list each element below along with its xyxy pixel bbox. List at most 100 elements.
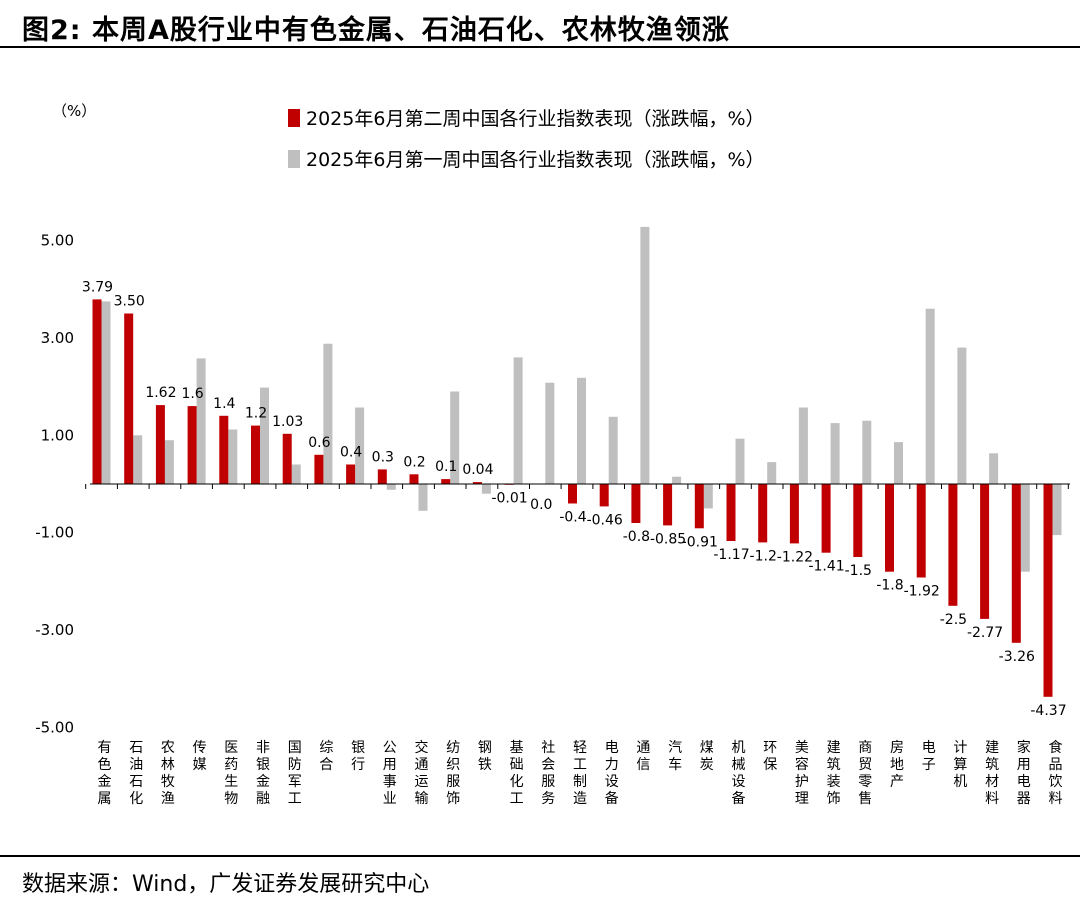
series2-bar bbox=[640, 226, 650, 484]
series1-bar bbox=[980, 484, 990, 619]
footer-rule bbox=[0, 855, 1080, 857]
legend: 2025年6月第二周中国各行业指数表现（涨跌幅，%） 2025年6月第一周中国各… bbox=[288, 108, 765, 171]
figure-title: 图2: 本周A股行业中有色金属、石油石化、农林牧渔领涨 bbox=[22, 15, 730, 46]
series1-data-label: 0.0 bbox=[530, 497, 552, 513]
series1-bars bbox=[92, 299, 1053, 697]
series1-data-label: -0.8 bbox=[623, 529, 650, 545]
series1-data-labels: 3.793.50 1.62 1.6 1.4 1.2 1.03 0.6 0.4 0.3 0.2 0.1… bbox=[82, 279, 1067, 718]
series1-data-label: -0.46 bbox=[587, 512, 623, 528]
y-tick-label: 1.00 bbox=[41, 426, 74, 444]
series2-bar bbox=[735, 438, 745, 484]
series1-data-label: 0.2 bbox=[403, 454, 425, 470]
series2-bar bbox=[894, 442, 903, 484]
series2-bar bbox=[1052, 484, 1062, 536]
category-label: 商贸零售 bbox=[858, 740, 872, 807]
series1-data-label: -0.85 bbox=[650, 531, 686, 547]
series2-bar bbox=[228, 429, 238, 484]
category-label: 社会服务 bbox=[541, 740, 555, 807]
category-label: 农林牧渔 bbox=[161, 740, 175, 807]
series1-data-label: 0.6 bbox=[308, 435, 330, 451]
category-label: 国防军工 bbox=[288, 740, 302, 807]
y-axis-unit-label: （%） bbox=[52, 102, 96, 120]
series1-data-label: -1.22 bbox=[777, 549, 813, 565]
legend-label-series2: 2025年6月第一周中国各行业指数表现（涨跌幅，%） bbox=[306, 149, 765, 171]
category-label: 食品饮料 bbox=[1049, 739, 1063, 807]
series1-data-label: 1.4 bbox=[213, 396, 235, 412]
series1-data-label: -1.92 bbox=[904, 584, 940, 600]
series1-bar bbox=[282, 433, 292, 484]
series1-data-label: 1.62 bbox=[145, 385, 176, 401]
series2-bar bbox=[1020, 484, 1030, 572]
category-label: 建筑材料 bbox=[985, 740, 999, 807]
series2-bar bbox=[830, 423, 840, 484]
category-label: 通信 bbox=[636, 740, 650, 773]
series1-bar bbox=[1043, 484, 1053, 697]
series1-bar bbox=[377, 469, 387, 484]
series1-data-label: 1.6 bbox=[181, 386, 203, 402]
series1-bar bbox=[409, 474, 419, 484]
legend-swatch-series1 bbox=[288, 109, 300, 127]
category-label: 传媒 bbox=[193, 740, 207, 773]
series1-bar bbox=[789, 484, 799, 544]
series2-bar bbox=[545, 382, 555, 484]
series2-bar bbox=[291, 464, 301, 484]
series2-bar bbox=[672, 476, 682, 484]
series1-data-label: 1.2 bbox=[245, 406, 267, 422]
category-label: 公用事业 bbox=[383, 740, 397, 807]
category-label: 石油石化 bbox=[129, 740, 143, 807]
series2-bar bbox=[767, 462, 777, 484]
series1-bar bbox=[916, 484, 926, 578]
series2-bar bbox=[862, 420, 872, 484]
series2-bar bbox=[164, 440, 174, 484]
y-axis-ticks: 5.00 3.00 1.00 -1.00 -3.00 -5.00 bbox=[35, 232, 74, 737]
series1-data-label: -1.2 bbox=[750, 548, 777, 564]
series2-bar bbox=[450, 391, 460, 484]
y-tick-label: 3.00 bbox=[41, 329, 74, 347]
series2-bar bbox=[481, 484, 491, 494]
series2-bar bbox=[957, 347, 967, 484]
category-label: 综合 bbox=[319, 740, 333, 773]
series1-bar bbox=[821, 484, 831, 553]
series1-bar bbox=[694, 484, 704, 529]
series1-bar bbox=[346, 464, 356, 484]
y-tick-label: -1.00 bbox=[35, 524, 74, 542]
series1-data-label: -1.41 bbox=[808, 559, 844, 575]
series1-data-label: -2.5 bbox=[940, 612, 967, 628]
series1-data-label: 1.03 bbox=[272, 414, 303, 430]
series2-bar bbox=[989, 453, 999, 484]
series2-bars bbox=[101, 226, 1062, 572]
category-label: 电力设备 bbox=[605, 740, 619, 807]
category-label: 环保 bbox=[763, 740, 777, 773]
series1-data-label: -4.37 bbox=[1030, 703, 1066, 719]
category-label: 电子 bbox=[922, 740, 936, 773]
category-label: 银行 bbox=[351, 740, 365, 773]
series2-bar bbox=[925, 308, 935, 484]
series1-data-label: -1.8 bbox=[876, 578, 903, 594]
series1-bar bbox=[314, 454, 324, 484]
x-axis-tick-marks bbox=[85, 484, 1069, 489]
category-label: 美容护理 bbox=[795, 740, 809, 807]
category-label: 计算机 bbox=[953, 740, 967, 790]
series2-bar bbox=[260, 387, 269, 484]
series1-data-label: -0.4 bbox=[559, 510, 586, 526]
series1-data-label: -2.77 bbox=[967, 625, 1003, 641]
series2-bar bbox=[355, 407, 365, 484]
series1-data-label: -0.01 bbox=[491, 491, 527, 507]
series1-bar bbox=[251, 425, 260, 484]
y-tick-label: 5.00 bbox=[41, 232, 74, 250]
series1-bar bbox=[219, 415, 229, 484]
series1-data-label: 3.79 bbox=[82, 279, 113, 295]
category-label: 纺织服饰 bbox=[446, 740, 460, 807]
series1-bar bbox=[599, 484, 609, 507]
source-note: 数据来源：Wind，广发证券发展研究中心 bbox=[22, 872, 430, 897]
series1-bar bbox=[155, 405, 165, 484]
category-label: 建筑装饰 bbox=[827, 740, 841, 807]
series1-bar bbox=[885, 484, 894, 572]
series1-bar bbox=[726, 484, 736, 541]
series2-bar bbox=[608, 416, 618, 484]
category-label: 钢铁 bbox=[478, 740, 492, 773]
category-label: 煤炭 bbox=[700, 740, 714, 773]
series1-data-label: 0.04 bbox=[462, 462, 493, 478]
category-label: 家用电器 bbox=[1017, 739, 1031, 807]
series1-bar bbox=[92, 299, 102, 484]
